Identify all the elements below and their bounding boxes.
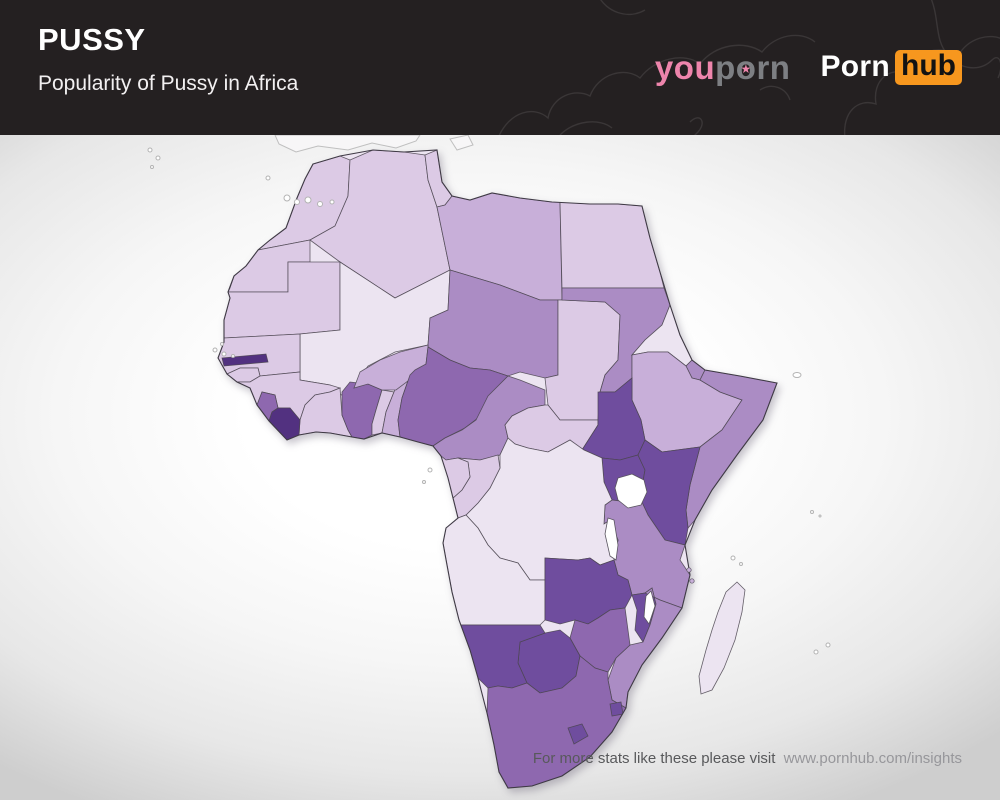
header-world-map-outline — [498, 0, 1000, 135]
lakes — [604, 473, 656, 625]
youporn-logo-letter: o ★ — [673, 49, 695, 86]
youporn-logo-letter: u — [694, 49, 716, 86]
youporn-logo-letter: n — [769, 49, 791, 86]
youporn-logo-letter: o ★ — [735, 49, 757, 86]
continent-outline — [217, 149, 778, 789]
youporn-logo-letter: p — [715, 49, 736, 86]
map-area: More SEARCHES Less For more stats like t… — [0, 135, 1000, 800]
africa-continent — [217, 149, 778, 789]
title-block: PUSSY Popularity of Pussy in Africa — [38, 24, 298, 94]
country-egypt — [559, 201, 665, 289]
star-icon: ★ — [678, 62, 690, 77]
youporn-logo: y o ★ u p o ★ r n — [655, 51, 791, 84]
footer-url: www.pornhub.com/insights — [783, 750, 962, 767]
africa-choropleth-map — [147, 135, 831, 789]
page-subtitle: Popularity of Pussy in Africa — [38, 72, 299, 95]
youporn-logo-letter: y — [654, 49, 674, 86]
youporn-logo-letter: r — [756, 49, 770, 86]
footer-text: For more stats like these please visit — [532, 750, 776, 767]
small-islands — [147, 147, 831, 655]
pornhub-logo-porn: Porn — [820, 50, 891, 84]
footer-note: For more stats like these please visit w… — [533, 750, 962, 767]
star-icon: ★ — [740, 62, 752, 77]
zanzibar-islands — [686, 567, 695, 584]
country-lesotho — [567, 723, 589, 745]
neighbor-land — [274, 135, 474, 153]
page-title: PUSSY — [38, 22, 146, 57]
pornhub-logo-hub: hub — [895, 49, 962, 86]
pornhub-logo: Porn hub — [820, 49, 962, 86]
country-madagascar — [698, 581, 746, 695]
lake-malawi — [643, 590, 656, 625]
header: PUSSY Popularity of Pussy in Africa y o ★… — [0, 0, 1000, 135]
islands — [698, 581, 746, 695]
lake-victoria — [614, 473, 648, 509]
brand-logos: y o ★ u p o ★ r n Porn hub — [655, 0, 962, 135]
lake-tanganyika — [604, 517, 619, 561]
country-swaziland — [609, 701, 624, 717]
